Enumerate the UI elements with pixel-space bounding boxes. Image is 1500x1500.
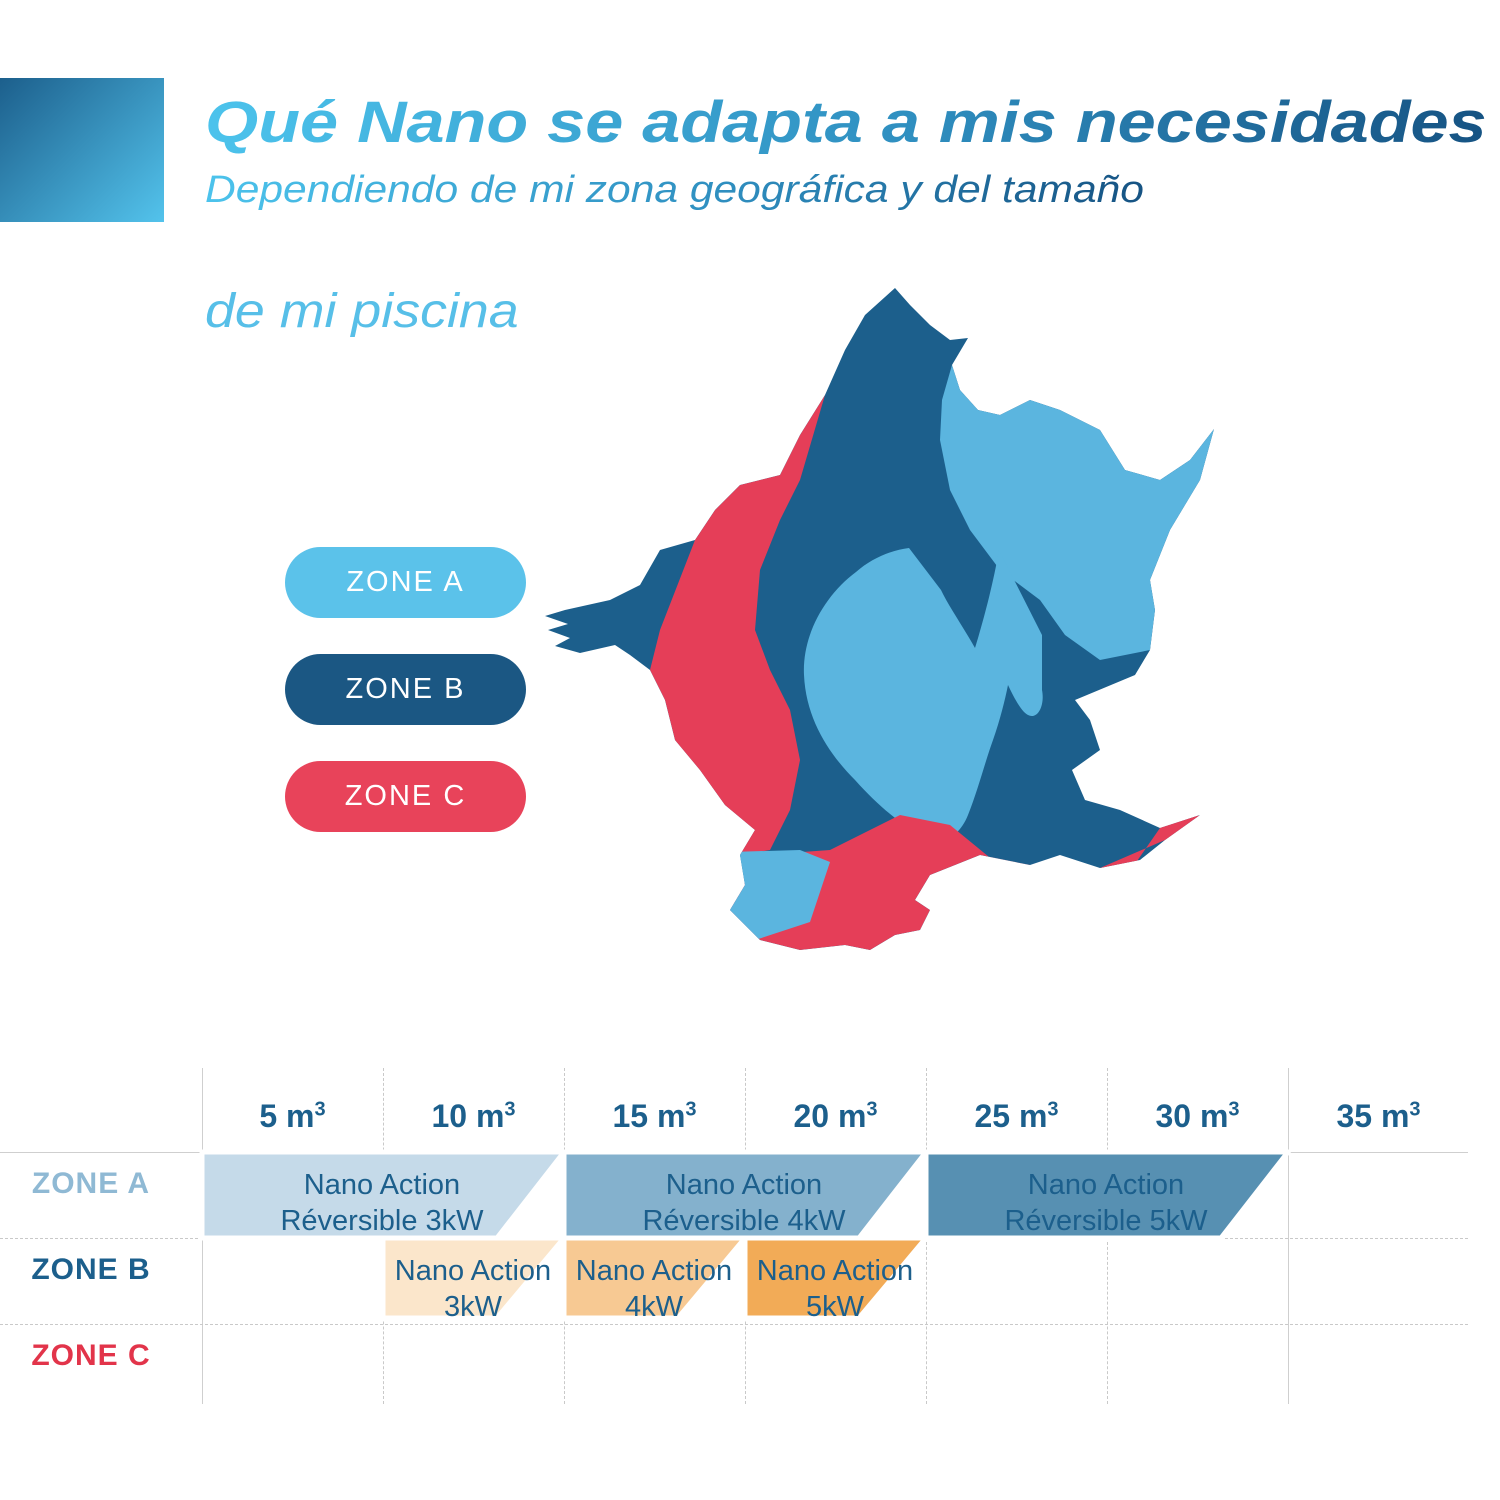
svg-text:de mi piscina: de mi piscina <box>205 284 519 338</box>
svg-text:Qué Nano se adapta a mis neces: Qué Nano se adapta a mis necesidades <box>205 91 1487 155</box>
svg-text:Dependiendo de mi zona geográf: Dependiendo de mi zona geográfica y del … <box>205 167 1144 210</box>
